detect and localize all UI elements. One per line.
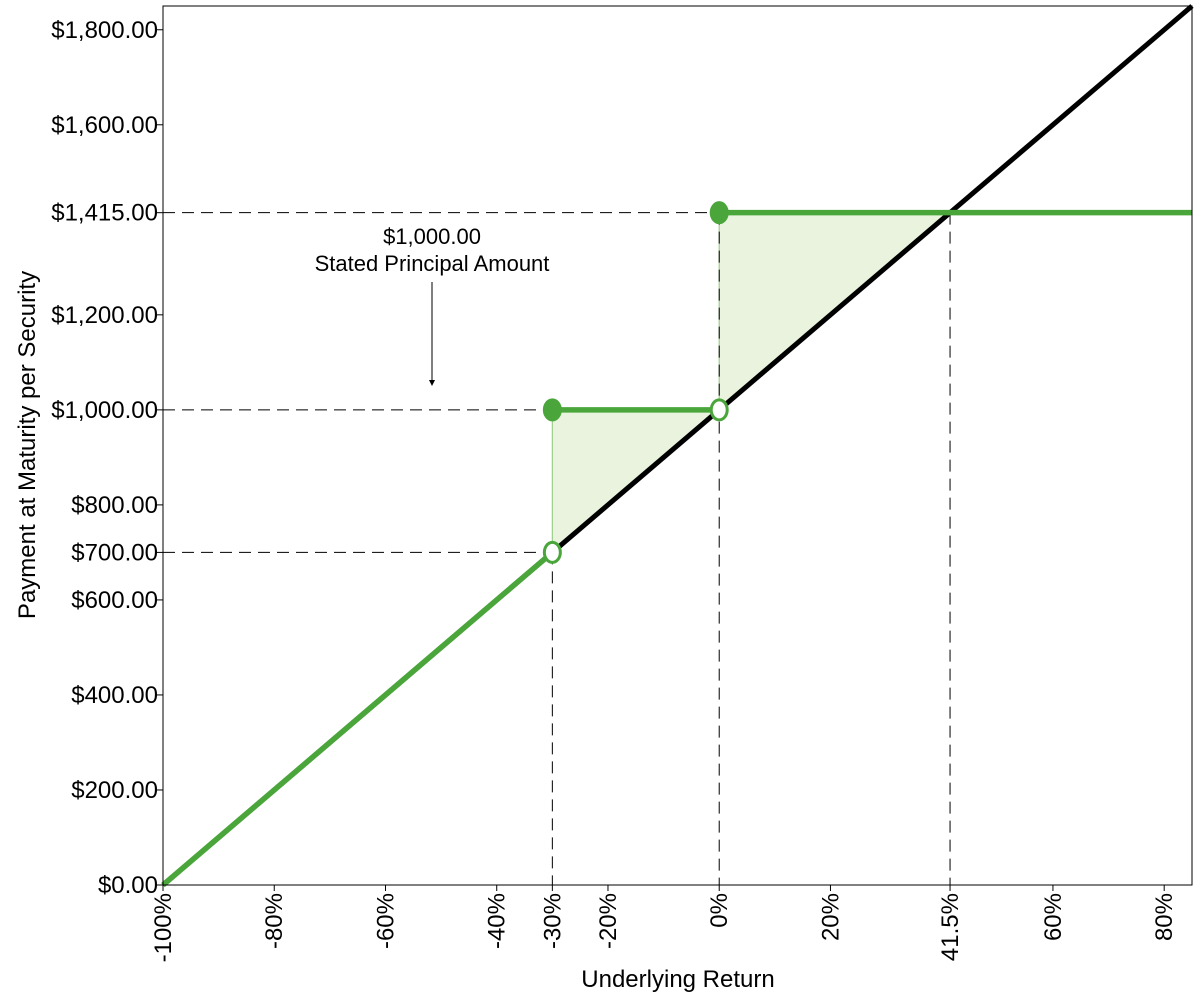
annotation-label: Stated Principal Amount [315, 251, 550, 276]
x-tick-label: 60% [1040, 893, 1067, 941]
y-tick-label: $1,800.00 [51, 17, 158, 44]
y-tick-label: $800.00 [71, 492, 158, 519]
y-tick-label: $0.00 [98, 872, 158, 899]
x-tick-label: 20% [817, 893, 844, 941]
open-marker-1 [542, 540, 562, 564]
y-tick-label: $1,000.00 [51, 397, 158, 424]
series-markers [542, 201, 729, 564]
x-tick-label: 0% [706, 893, 733, 928]
annotation-value: $1,000.00 [383, 224, 481, 249]
y-tick-label: $1,415.00 [51, 200, 158, 227]
filled-marker-1 [542, 398, 562, 422]
y-tick-label: $200.00 [71, 777, 158, 804]
x-tick-label: -40% [484, 893, 511, 949]
principal-annotation: $1,000.00 Stated Principal Amount [315, 224, 550, 386]
y-tick-label: $600.00 [71, 587, 158, 614]
x-axis-title: Underlying Return [581, 966, 774, 993]
x-tick-label: -100% [150, 893, 177, 962]
y-tick-label: $400.00 [71, 682, 158, 709]
x-tick-label: -30% [539, 893, 566, 949]
y-axis-title: Payment at Maturity per Security [14, 271, 41, 619]
x-tick-label: 80% [1151, 893, 1178, 941]
annotation-arrowhead [429, 380, 435, 386]
y-tick-label: $1,200.00 [51, 302, 158, 329]
x-tick-label: -60% [372, 893, 399, 949]
payoff-segment-1 [161, 550, 555, 888]
filled-marker-2 [709, 201, 729, 225]
y-tick-label: $700.00 [71, 539, 158, 566]
y-tick-label: $1,600.00 [51, 112, 158, 139]
y-axis-ticks: $0.00 $200.00 $400.00 $600.00 $700.00 $800.00… [51, 17, 163, 899]
plot-frame [162, 5, 1193, 886]
open-marker-2 [709, 398, 729, 422]
x-tick-label: -80% [261, 893, 288, 949]
x-axis-ticks: -100% -80% -60% -40% -30% -20% 0% 20% 41.5% 60% 80… [150, 885, 1178, 962]
series-lines [161, 4, 1194, 888]
x-tick-label: 41.5% [937, 893, 964, 961]
x-tick-label: -20% [595, 893, 622, 949]
